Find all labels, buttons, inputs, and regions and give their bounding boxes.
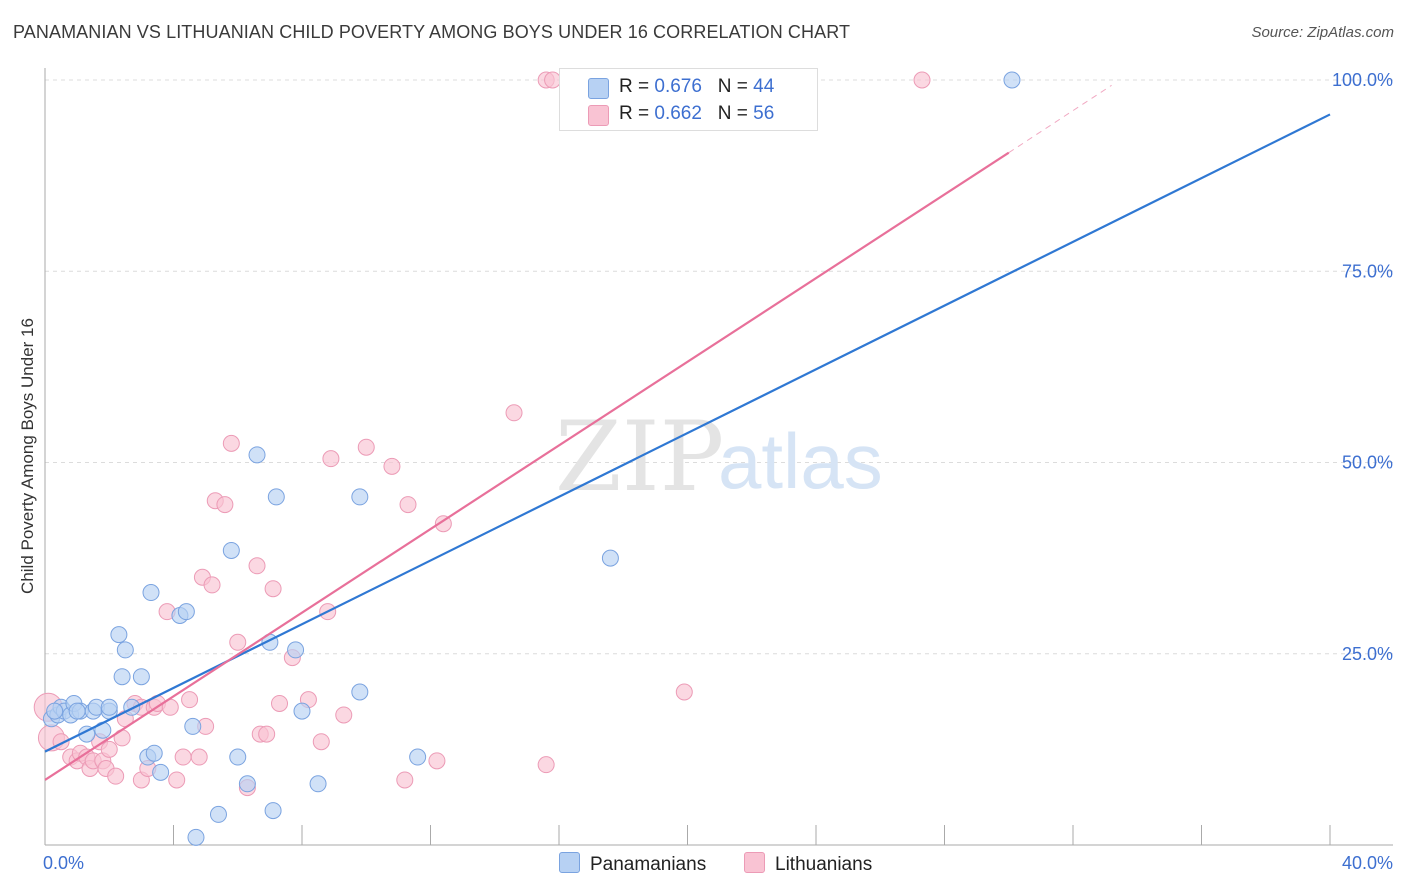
lithuanian-point: [203, 576, 221, 594]
panamanian-point: [222, 541, 240, 559]
lithuanian-trend-line: [44, 151, 1010, 781]
lithuanian-point: [100, 740, 118, 758]
panamanian-point: [187, 828, 205, 846]
lithuanian-point: [264, 580, 282, 598]
lithuanian-swatch: [588, 105, 609, 126]
bottom-legend-label: Panamanians: [590, 854, 707, 875]
panamanian-point: [113, 668, 131, 686]
y-tick-label: 50.0%: [1342, 453, 1393, 473]
panamanian-point: [351, 683, 369, 701]
panamanian-swatch: [559, 852, 580, 873]
lithuanian-point: [428, 752, 446, 770]
y-tick-label: 25.0%: [1342, 644, 1393, 664]
lithuanian-point: [190, 748, 208, 766]
panamanian-point: [293, 702, 311, 720]
panamanian-point: [123, 698, 141, 716]
panamanian-point: [152, 763, 170, 781]
data-points: [33, 71, 1021, 846]
legend-r-value: 0.662: [654, 103, 702, 124]
lithuanian-point: [271, 694, 289, 712]
legend-r-value: 0.676: [654, 76, 702, 97]
panamanian-point: [238, 775, 256, 793]
legend-n-value: 44: [753, 76, 775, 97]
lithuanian-point: [675, 683, 693, 701]
panamanian-point: [409, 748, 427, 766]
panamanian-point: [287, 641, 305, 659]
panamanian-point: [264, 802, 282, 820]
lithuanian-point: [357, 438, 375, 456]
panamanian-point: [351, 488, 369, 506]
lithuanian-point: [174, 748, 192, 766]
lithuanian-point: [168, 771, 186, 789]
y-axis-label: Child Poverty Among Boys Under 16: [18, 318, 37, 594]
y-tick-label: 100.0%: [1332, 70, 1393, 90]
panamanian-point: [248, 446, 266, 464]
lithuanian-point: [399, 496, 417, 514]
panamanian-point: [68, 702, 86, 720]
panamanian-point: [142, 584, 160, 602]
bottom-legend-label: Lithuanians: [775, 854, 873, 875]
grid-lines: [45, 79, 1393, 655]
panamanian-swatch: [588, 78, 609, 99]
lithuanian-point: [335, 706, 353, 724]
lithuanian-trend-extension: [1008, 84, 1112, 154]
lithuanian-point: [537, 756, 555, 774]
panamanian-point: [46, 702, 64, 720]
bottom-legend-lithuanians: Lithuanians: [744, 852, 872, 876]
lithuanian-point: [222, 434, 240, 452]
legend-r-label: R =: [619, 103, 655, 124]
panamanian-point: [110, 626, 128, 644]
panamanian-point: [177, 603, 195, 621]
lithuanian-point: [248, 557, 266, 575]
x-tick-label: 40.0%: [1342, 853, 1393, 873]
lithuanian-point: [107, 767, 125, 785]
chart-title: PANAMANIAN VS LITHUANIAN CHILD POVERTY A…: [13, 22, 851, 42]
panamanian-point: [132, 668, 150, 686]
panamanian-point: [100, 698, 118, 716]
panamanian-point: [145, 744, 163, 762]
lithuanian-point: [181, 691, 199, 709]
panamanian-point: [229, 748, 247, 766]
lithuanian-point: [322, 450, 340, 468]
lithuanian-point: [913, 71, 931, 89]
legend-r-label: R =: [619, 76, 655, 97]
legend-n-label: N =: [717, 103, 754, 124]
lithuanian-point: [216, 496, 234, 514]
legend-box: R = 0.676 N = 44 R = 0.662 N = 56: [559, 68, 818, 131]
lithuanian-point: [229, 633, 247, 651]
trend-lines: [44, 84, 1331, 781]
panamanian-point: [116, 641, 134, 659]
panamanian-trend-line: [44, 113, 1331, 753]
tick-labels: 100.0% 75.0% 50.0% 25.0% 0.0% 40.0%: [43, 70, 1393, 873]
lithuanian-point: [505, 404, 523, 422]
y-tick-label: 75.0%: [1342, 261, 1393, 281]
panamanian-point: [309, 775, 327, 793]
panamanian-point: [184, 717, 202, 735]
lithuanian-point: [434, 515, 452, 533]
source-label: Source: ZipAtlas.com: [1251, 24, 1394, 41]
panamanian-point: [267, 488, 285, 506]
lithuanian-point: [396, 771, 414, 789]
bottom-legend-panamanians: Panamanians: [559, 852, 706, 876]
lithuanian-point: [258, 725, 276, 743]
x-tick-label: 0.0%: [43, 853, 84, 873]
legend-n-value: 56: [753, 103, 775, 124]
lithuanian-point: [383, 457, 401, 475]
legend-n-label: N =: [717, 76, 754, 97]
lithuanian-swatch: [744, 852, 765, 873]
panamanian-point: [209, 805, 227, 823]
watermark-atlas: atlas: [718, 417, 883, 505]
lithuanian-point: [312, 733, 330, 751]
panamanian-point: [1003, 71, 1021, 89]
panamanian-point: [601, 549, 619, 567]
